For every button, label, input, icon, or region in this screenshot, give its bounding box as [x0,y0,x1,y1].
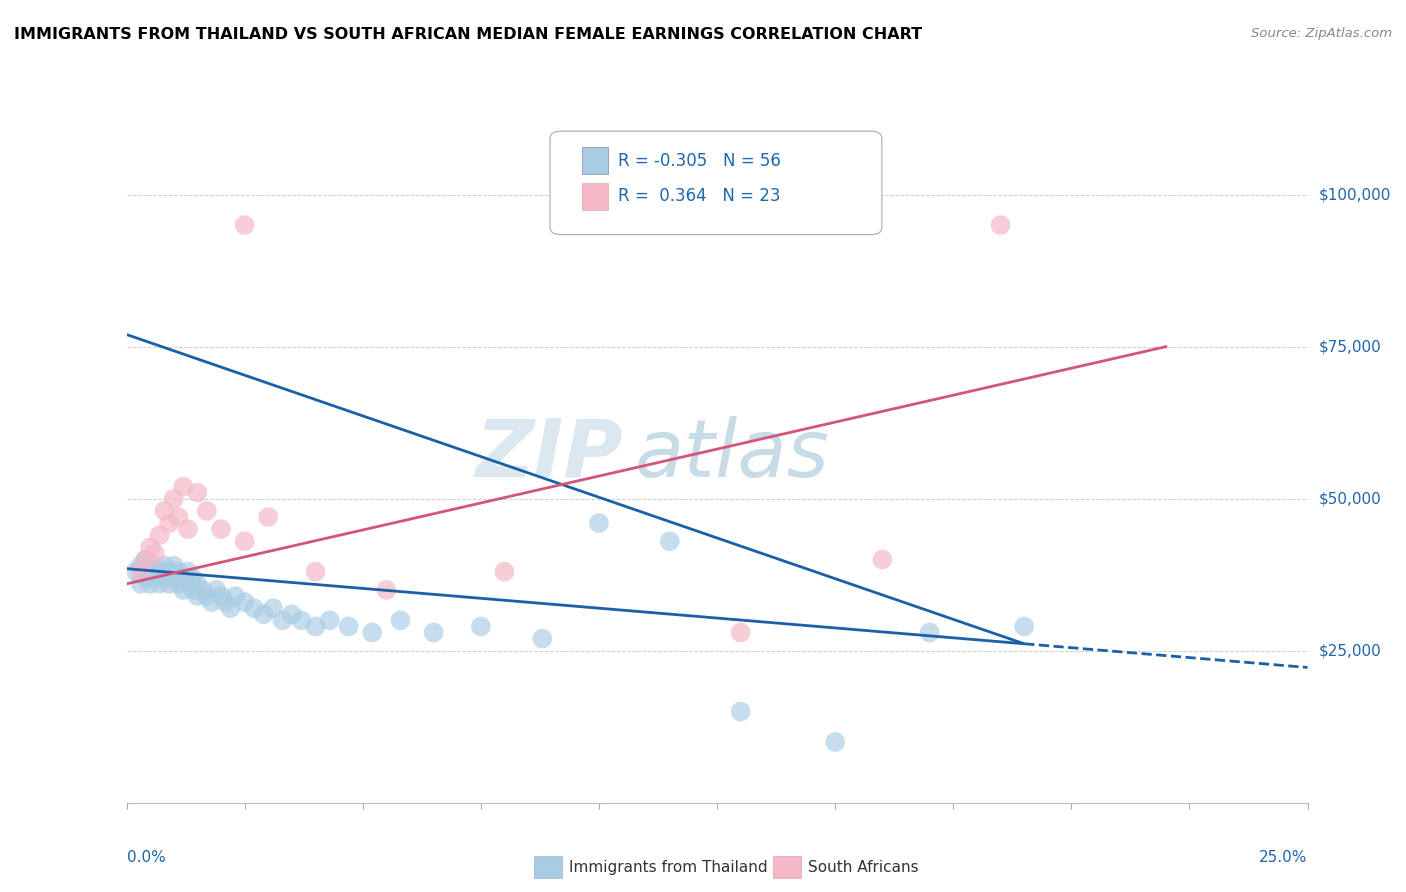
Point [281,607,304,622]
Text: Source: ZipAtlas.com: Source: ZipAtlas.com [1251,27,1392,40]
Point [730,705,752,719]
Point [167,510,190,524]
Point [209,589,232,603]
Point [318,613,340,627]
Point [186,589,208,603]
Point [375,582,398,597]
Point [172,479,194,493]
Text: ZIP: ZIP [475,416,623,494]
Point [1012,619,1035,633]
Point [153,558,176,573]
Text: R =  0.364   N = 23: R = 0.364 N = 23 [617,187,780,205]
Point [157,565,180,579]
Point [252,607,274,622]
Point [139,541,162,555]
Text: atlas: atlas [634,416,830,494]
Text: $50,000: $50,000 [1319,491,1382,506]
Point [304,619,326,633]
Point [262,601,284,615]
Text: IMMIGRANTS FROM THAILAND VS SOUTH AFRICAN MEDIAN FEMALE EARNINGS CORRELATION CHA: IMMIGRANTS FROM THAILAND VS SOUTH AFRICA… [14,27,922,42]
Point [422,625,444,640]
Point [143,546,166,560]
Point [134,571,156,585]
Point [872,552,894,566]
Point [191,582,214,597]
Point [531,632,554,646]
Point [361,625,384,640]
Text: R = -0.305   N = 56: R = -0.305 N = 56 [617,152,780,169]
Point [470,619,492,633]
Point [181,582,204,597]
Point [824,735,846,749]
Point [172,582,194,597]
Point [205,582,228,597]
Point [129,558,152,573]
Point [209,522,232,536]
Point [186,485,208,500]
Point [389,613,412,627]
Point [243,601,266,615]
Point [143,558,166,573]
Point [139,577,162,591]
Point [149,528,172,542]
Point [143,571,166,585]
Point [290,613,312,627]
Point [153,504,176,518]
Point [195,504,218,518]
Point [224,589,246,603]
Text: $25,000: $25,000 [1319,643,1382,658]
Point [195,589,218,603]
Point [730,625,752,640]
Point [125,565,148,579]
Point [494,565,516,579]
Point [200,595,222,609]
Point [172,571,194,585]
Text: $100,000: $100,000 [1319,187,1391,202]
Point [163,491,186,506]
Point [167,577,190,591]
Point [233,534,256,549]
Point [163,558,186,573]
Point [990,218,1012,232]
Point [257,510,280,524]
Point [186,577,208,591]
Text: South Africans: South Africans [808,860,920,874]
Point [215,595,238,609]
Point [149,565,172,579]
Point [181,571,204,585]
Point [177,577,200,591]
Text: 25.0%: 25.0% [1260,849,1308,864]
Point [177,522,200,536]
Point [153,571,176,585]
Text: 0.0%: 0.0% [127,849,166,864]
Point [134,552,156,566]
Point [163,571,186,585]
Point [219,601,242,615]
Point [157,516,180,530]
Point [134,552,156,566]
Point [139,565,162,579]
Point [177,565,200,579]
Point [658,534,681,549]
Point [918,625,941,640]
Text: Immigrants from Thailand: Immigrants from Thailand [569,860,768,874]
Point [271,613,294,627]
Point [304,565,326,579]
Point [157,577,180,591]
Point [588,516,610,530]
Point [233,595,256,609]
Point [129,565,152,579]
Point [167,565,190,579]
Point [337,619,360,633]
Point [149,577,172,591]
Point [233,218,256,232]
Text: $75,000: $75,000 [1319,339,1382,354]
Point [129,577,152,591]
